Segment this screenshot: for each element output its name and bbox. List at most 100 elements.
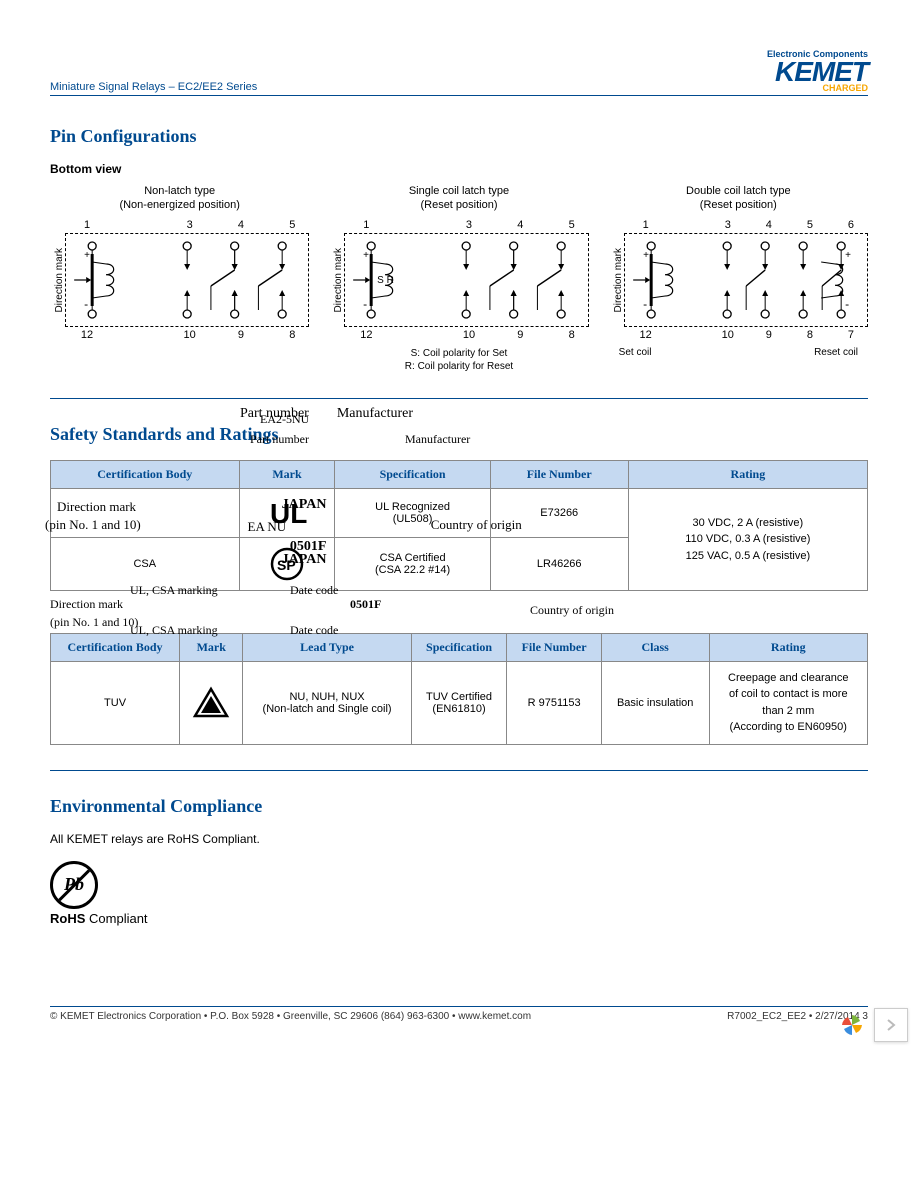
safety-section: Safety Standards and Ratings EA2-5NU Par…	[50, 424, 868, 745]
coil-labels: Set coilReset coil	[609, 347, 868, 358]
t1-rating-l1: 30 VDC, 2 A (resistive)	[637, 515, 859, 532]
diagram-title: Single coil latch type(Reset position)	[329, 184, 588, 213]
ov-pinnote: (pin No. 1 and 10)	[45, 517, 141, 533]
pin-label: 9	[232, 329, 250, 341]
t2-rating-l3: than 2 mm	[718, 703, 859, 720]
ov-code2: 0501F	[350, 597, 381, 612]
svg-text:-: -	[84, 297, 88, 311]
pin-label: 8	[563, 329, 581, 341]
rohs-label: RoHS Compliant	[50, 911, 148, 926]
ov-country2: Country of origin	[530, 603, 614, 618]
t2-rating-l2: of coil to contact is more	[718, 686, 859, 703]
svg-text:-: -	[845, 297, 849, 311]
pin-label: 12	[78, 329, 96, 341]
t2-spec-l1: TUV Certified	[420, 691, 499, 703]
pin-label: 12	[357, 329, 375, 341]
t1-h-spec: Specification	[335, 460, 490, 488]
divider-1	[50, 398, 868, 399]
pin-label: 3	[181, 219, 199, 231]
direction-mark-label: Direction mark	[329, 248, 344, 312]
pin-label: 8	[283, 329, 301, 341]
kemet-logo: KEMET	[767, 59, 868, 84]
diagram-box-wrap: Direction mark+-+-	[609, 233, 868, 327]
t2-rating-l4: (According to EN60950)	[718, 719, 859, 736]
svg-text:-: -	[643, 297, 647, 311]
t1-file2: LR46266	[490, 537, 628, 590]
t1-h-body: Certification Body	[51, 460, 240, 488]
pin-label: 6	[842, 219, 860, 231]
pin-label: 5	[801, 219, 819, 231]
t2-class: Basic insulation	[601, 661, 709, 744]
pin-label: 4	[511, 219, 529, 231]
pin-label: 9	[511, 329, 529, 341]
t2-h-mark: Mark	[180, 633, 243, 661]
svg-text:+: +	[845, 250, 851, 261]
pin-label: 8	[801, 329, 819, 341]
pin-label	[409, 219, 427, 231]
pb-label: Pb	[64, 874, 84, 895]
pin-label: 9	[760, 329, 778, 341]
pin-label: 3	[460, 219, 478, 231]
t1-rating-l3: 125 VAC, 0.5 A (resistive)	[637, 548, 859, 565]
pin-label: 7	[842, 329, 860, 341]
pin-label: 1	[357, 219, 375, 231]
pin-row-bottom: 12 10 9 8 7	[609, 329, 868, 341]
pin-label: 5	[563, 219, 581, 231]
t2-lead-l1: NU, NUH, NUX	[251, 691, 402, 703]
footer-left: © KEMET Electronics Corporation • P.O. B…	[50, 1011, 531, 1022]
pin-row-bottom: 12 10 9 8	[50, 329, 309, 341]
series-label: Miniature Signal Relays – EC2/EE2 Series	[50, 81, 257, 93]
table-row: UL Direction mark (pin No. 1 and 10) UL …	[51, 488, 868, 537]
pin-label	[409, 329, 427, 341]
overlay-partnum-manu: Part number Manufacturer	[240, 406, 413, 422]
t2-h-lead: Lead Type	[243, 633, 411, 661]
ov-sphere: Direction mark	[50, 597, 123, 612]
pin-row-bottom: 121098	[329, 329, 588, 341]
t2-rating-l1: Creepage and clearance	[718, 670, 859, 687]
relay-schematic: +-	[65, 233, 309, 327]
t2-h-spec: Specification	[411, 633, 507, 661]
t2-h-body: Certification Body	[51, 633, 180, 661]
pin-row-top: 1 3 4 5	[329, 219, 588, 231]
ov-country1: Country of origin	[431, 517, 522, 533]
pin-config-heading: Pin Configurations	[50, 126, 868, 147]
ov-dirmark: Direction mark	[57, 499, 136, 515]
diagram-box-wrap: Direction mark+-	[50, 233, 309, 327]
tuv-mark-icon	[192, 686, 230, 720]
diagram-note: S: Coil polarity for SetR: Coil polarity…	[329, 347, 588, 373]
ov-japan2: JAPAN	[282, 552, 327, 568]
diagram-box-wrap: Direction mark+-S R	[329, 233, 588, 327]
t2-h-class: Class	[601, 633, 709, 661]
pin-label: 3	[719, 219, 737, 231]
table-row: TUV NU, NUH, NUX (Non-latch and Single c…	[51, 661, 868, 744]
next-page-button[interactable]	[874, 1008, 908, 1042]
diagrams-row: Non-latch type(Non-energized position) 1 3…	[50, 184, 868, 373]
pb-free-icon: Pb	[50, 861, 98, 909]
t1-spec2-l2: (CSA 22.2 #14)	[343, 564, 481, 576]
overlay-partnum: Part number	[240, 406, 309, 421]
direction-mark-label: Direction mark	[609, 248, 624, 312]
svg-text:+: +	[363, 250, 369, 261]
t2-file: R 9751153	[507, 661, 601, 744]
diagram-0: Non-latch type(Non-energized position)13…	[50, 184, 309, 373]
svg-text:+: +	[84, 250, 90, 261]
t1-rating-l2: 110 VDC, 0.3 A (resistive)	[637, 531, 859, 548]
pin-label: 1	[637, 219, 655, 231]
t1-rating: 30 VDC, 2 A (resistive) 110 VDC, 0.3 A (…	[628, 488, 867, 590]
svg-text:S R: S R	[377, 275, 394, 286]
t2-h-file: File Number	[507, 633, 601, 661]
pin-label: 10	[181, 329, 199, 341]
pin-label: 10	[719, 329, 737, 341]
pin-label: 4	[760, 219, 778, 231]
env-heading: Environmental Compliance	[50, 796, 868, 817]
page-header: Miniature Signal Relays – EC2/EE2 Series…	[50, 50, 868, 96]
t1-spec2-l1: CSA Certified	[343, 552, 481, 564]
t1-h-mark: Mark	[239, 460, 335, 488]
diagram-title: Double coil latch type(Reset position)	[609, 184, 868, 213]
t1-h-rating: Rating	[628, 460, 867, 488]
diagram-title: Non-latch type(Non-energized position)	[50, 184, 309, 213]
pin-row-top: 1 3 4 5 6	[609, 219, 868, 231]
pin-label: 4	[232, 219, 250, 231]
pin-label: 12	[637, 329, 655, 341]
page-footer: © KEMET Electronics Corporation • P.O. B…	[50, 1006, 868, 1022]
